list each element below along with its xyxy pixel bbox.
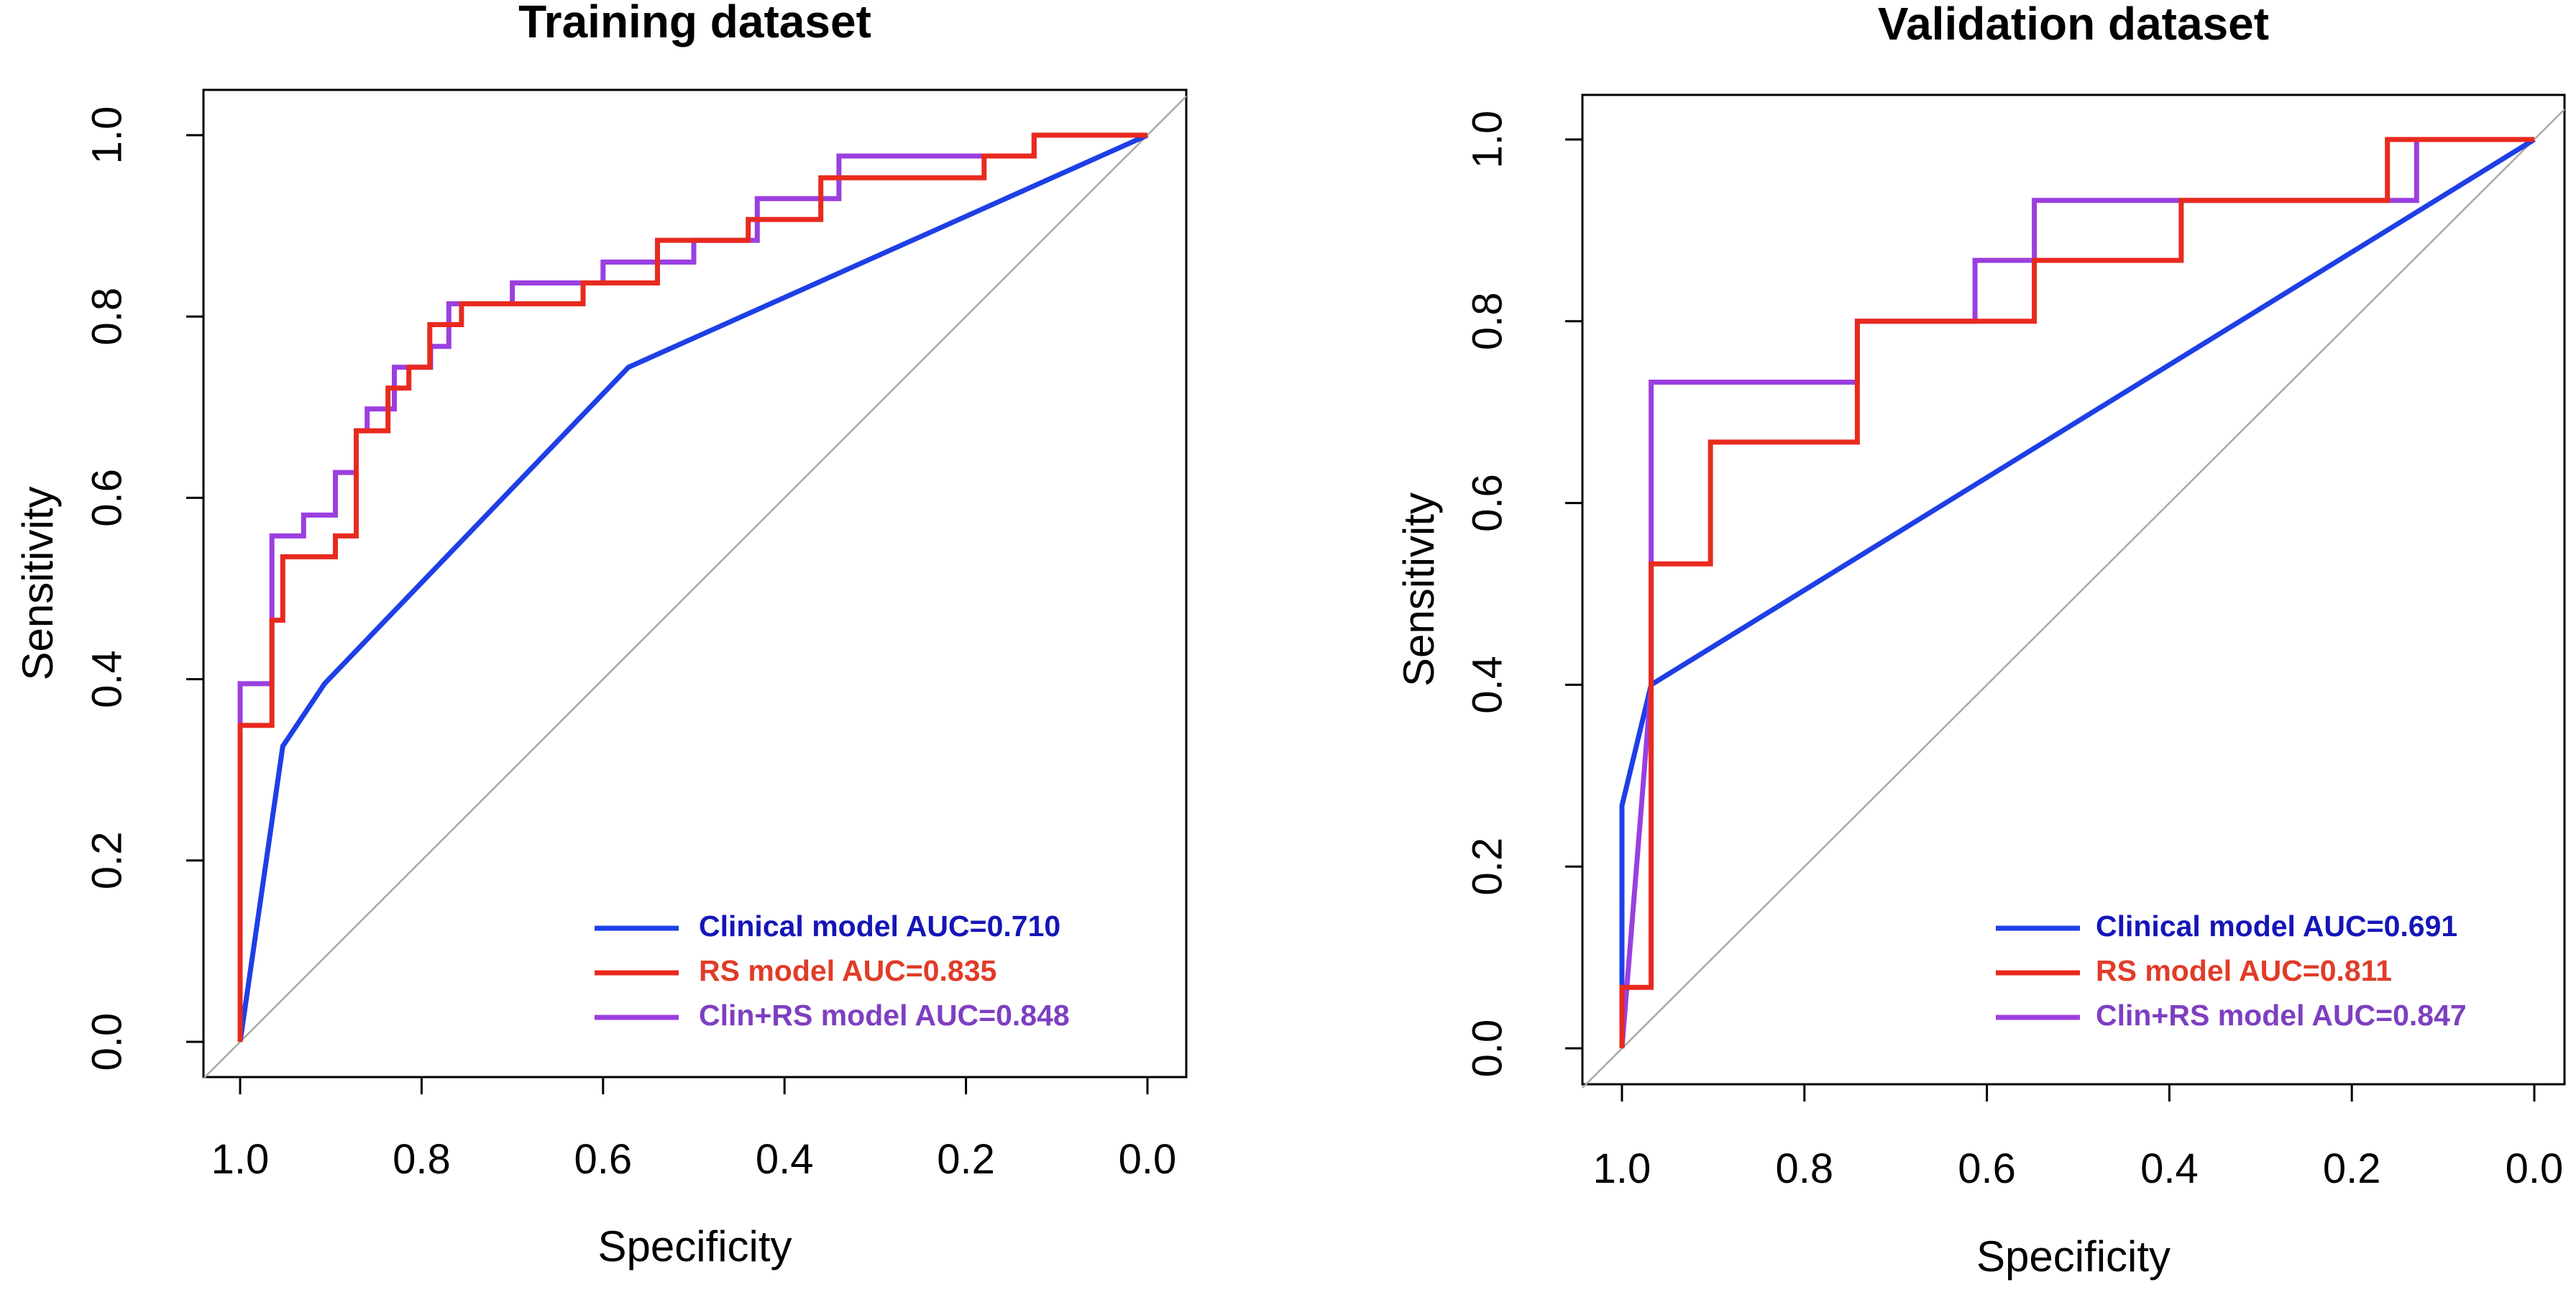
x-tick-label: 1.0 <box>211 1136 270 1183</box>
y-tick-label: 0.0 <box>1464 1020 1511 1078</box>
y-tick-label: 0.2 <box>1464 838 1511 896</box>
chart-panel-1: Training dataset 1.0 0.8 0.6 0.4 0.2 0.0 0.0 0.2… <box>14 0 1188 1270</box>
y-tick-label: 0.4 <box>1464 656 1511 714</box>
legend-label: Clin+RS model AUC=0.847 <box>2096 999 2467 1032</box>
y-tick-label: 0.8 <box>1464 292 1511 350</box>
legend-label: Clinical model AUC=0.710 <box>699 910 1060 943</box>
x-axis-title: Specificity <box>1976 1232 2171 1281</box>
y-tick-label: 0.6 <box>1464 474 1511 532</box>
x-tick-label: 0.0 <box>1119 1136 1177 1183</box>
chart-title: Training dataset <box>518 0 871 47</box>
x-tick-label: 0.8 <box>393 1136 451 1183</box>
x-tick-label: 0.2 <box>2323 1145 2381 1192</box>
reference-diagonal <box>1582 109 2565 1089</box>
roc-line-rs-model <box>237 132 1147 1042</box>
y-axis-title: Sensitivity <box>1395 493 1443 687</box>
x-tick-label: 0.6 <box>574 1136 632 1183</box>
reference-diagonal <box>203 96 1187 1079</box>
roc-line-clinical-model <box>237 132 1149 1043</box>
chart-title: Validation dataset <box>1878 0 2269 50</box>
x-tick-label: 0.0 <box>2506 1145 2564 1192</box>
y-tick-label: 0.2 <box>83 831 130 889</box>
y-tick-label: 0.6 <box>83 469 130 527</box>
y-tick-label: 0.8 <box>83 288 130 346</box>
roc-line-clin-rs-model <box>1619 137 2534 1049</box>
legend-label: Clinical model AUC=0.691 <box>2096 910 2457 943</box>
y-tick-label: 1.0 <box>83 106 130 165</box>
roc-line-rs-model <box>1619 137 2534 1048</box>
x-axis-title: Specificity <box>597 1222 792 1270</box>
x-tick-label: 0.4 <box>756 1136 814 1183</box>
x-tick-label: 1.0 <box>1593 1145 1651 1192</box>
roc-line-clinical-model <box>1619 137 2536 1048</box>
x-tick-label: 0.4 <box>2140 1145 2199 1192</box>
legend: Clinical model AUC=0.691 RS model AUC=0.8… <box>1996 910 2467 1032</box>
y-tick-label: 0.0 <box>83 1013 130 1071</box>
x-tick-label: 0.8 <box>1775 1145 1833 1192</box>
legend-label: Clin+RS model AUC=0.848 <box>699 999 1070 1032</box>
legend-label: RS model AUC=0.835 <box>699 954 996 987</box>
legend-label: RS model AUC=0.811 <box>2096 954 2392 987</box>
y-tick-label: 1.0 <box>1464 111 1511 169</box>
x-tick-label: 0.6 <box>1958 1145 2016 1192</box>
x-tick-label: 0.2 <box>937 1136 995 1183</box>
y-tick-label: 0.4 <box>83 650 130 708</box>
legend: Clinical model AUC=0.710 RS model AUC=0.8… <box>595 910 1070 1032</box>
y-axis-title: Sensitivity <box>14 486 62 680</box>
chart-panel-2: Validation dataset 1.0 0.8 0.6 0.4 0.2 0.0 0.0 0… <box>1395 0 2566 1281</box>
